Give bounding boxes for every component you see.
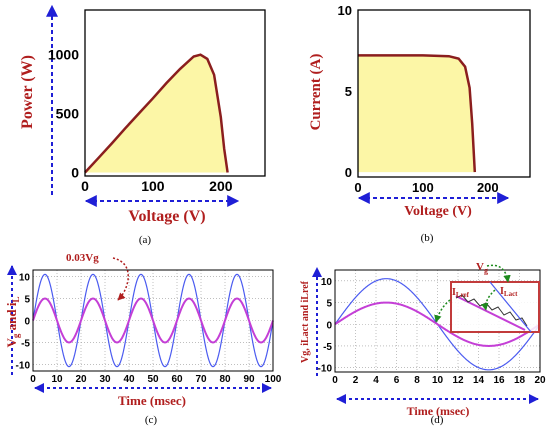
- d-annot-ilref: ILref: [452, 287, 470, 299]
- c-x-tick-2: 20: [75, 374, 87, 385]
- b-x-tick-0: 0: [354, 180, 361, 195]
- d-x-tick-7: 14: [473, 375, 485, 386]
- a-x-tick-0: 0: [81, 178, 89, 194]
- b-x-tick-2: 200: [477, 180, 499, 195]
- d-x-axis-label: Time (msec): [407, 404, 470, 418]
- d-y-tick-1: -5: [323, 342, 332, 353]
- d-annot-vg-sub: g: [484, 266, 488, 275]
- c-ylabel-sub-g: g: [11, 333, 21, 338]
- c-plot-border: [32, 269, 274, 372]
- c-x-tick-3: 30: [99, 374, 111, 385]
- b-x-tick-1: 100: [412, 180, 434, 195]
- d-annot-vg-main: V: [476, 261, 484, 273]
- d-annot-ilact-main: I: [500, 286, 504, 297]
- b-y-tick-0: 0: [345, 165, 352, 180]
- d-annot-vg: Vg: [476, 261, 488, 275]
- c-panel-label: (c): [145, 414, 158, 426]
- a-y-tick-0: 0: [71, 164, 79, 180]
- a-y-axis-label: Power (W): [19, 55, 36, 129]
- c-x-tick-0: 0: [30, 374, 36, 385]
- c-ylabel-sub-l: L: [11, 297, 21, 303]
- d-ilref-arrow: [434, 299, 451, 323]
- a-x-tick-2: 200: [209, 178, 233, 194]
- d-y-tick-4: 10: [321, 277, 333, 288]
- c-y-axis-label: Vg and iL: [4, 297, 21, 348]
- d-series-il: [334, 301, 541, 347]
- b-x-axis-label: Voltage (V): [404, 204, 472, 219]
- a-y-tick-1: 500: [56, 106, 80, 122]
- d-x-tick-5: 10: [432, 375, 444, 386]
- d-inset: [450, 281, 540, 333]
- panel-d-vg-il-zoom: 0 2 4 6 8 10 12 14 16 18 20 -10 -5 0 5 10 Vg, iLact and…: [300, 261, 546, 426]
- c-y-tick-1: -5: [21, 338, 30, 349]
- d-y-axis-label: Vg, iLact and iLref: [300, 280, 311, 363]
- a-panel-label: (a): [139, 234, 152, 246]
- b-curve: [358, 54, 477, 173]
- c-y-tick-3: 5: [24, 295, 30, 306]
- d-x-tick-2: 4: [373, 375, 379, 386]
- b-plot-frame: [357, 9, 531, 178]
- d-annot-ilact-sub: Lact: [504, 290, 518, 298]
- b-y-tick-2: 10: [338, 3, 352, 18]
- d-x-tick-1: 2: [353, 375, 359, 386]
- a-curve: [84, 53, 229, 174]
- d-annot-ilact: ILact: [500, 286, 518, 298]
- d-ilact-arrow: [481, 289, 496, 311]
- d-x-tick-9: 18: [514, 375, 526, 386]
- d-x-tick-8: 16: [493, 375, 505, 386]
- d-panel-label: (d): [431, 414, 444, 426]
- a-x-axis-label: Voltage (V): [128, 208, 205, 225]
- d-annot-ilref-sub: Lref: [456, 291, 470, 299]
- c-x-tick-10: 100: [265, 374, 282, 385]
- a-x-tick-1: 100: [141, 178, 165, 194]
- c-ylabel-and-i: and i: [4, 302, 19, 333]
- d-annot-ilref-main: I: [452, 287, 456, 298]
- b-y-tick-1: 5: [345, 84, 352, 99]
- b-y-axis-label: Current (A): [308, 54, 324, 131]
- d-inset-vg-line: [489, 281, 532, 333]
- c-x-tick-7: 70: [195, 374, 207, 385]
- c-annotation: 0.03Vg: [66, 252, 99, 264]
- c-x-tick-5: 50: [147, 374, 159, 385]
- c-x-tick-4: 40: [123, 374, 135, 385]
- d-x-tick-6: 12: [452, 375, 464, 386]
- d-y-tick-2: 0: [326, 320, 332, 331]
- c-ylabel-v: V: [4, 337, 19, 347]
- c-y-tick-4: 10: [19, 273, 31, 284]
- d-x-tick-3: 6: [394, 375, 400, 386]
- a-y-tick-2: 1000: [48, 47, 79, 63]
- panel-b-current-voltage: 0 100 200 0 5 10 Current (A) Voltage (V) (b): [308, 3, 531, 244]
- c-y-tick-2: 0: [24, 317, 30, 328]
- c-y-tick-0: -10: [16, 360, 31, 371]
- d-x-tick-4: 8: [414, 375, 420, 386]
- c-x-tick-1: 10: [51, 374, 63, 385]
- d-x-tick-10: 20: [534, 375, 546, 386]
- panel-c-vg-il: 0 10 20 30 40 50 60 70 80 90 100 -10 -5 0 5 10 Vg and i…: [4, 252, 282, 426]
- b-area-fill: [358, 55, 475, 173]
- c-x-tick-9: 90: [243, 374, 255, 385]
- panel-a-power-voltage: 0 100 200 0 500 1000 Power (W) Voltage (V) (a…: [19, 4, 266, 246]
- d-y-tick-3: 5: [326, 299, 332, 310]
- a-plot-frame: [84, 9, 266, 177]
- c-series-il: [32, 297, 274, 344]
- c-x-tick-6: 60: [171, 374, 183, 385]
- a-area-fill: [85, 54, 228, 173]
- c-annotation-arrow: [112, 257, 129, 301]
- d-y-tick-0: -10: [318, 364, 333, 375]
- b-panel-label: (b): [421, 232, 434, 244]
- d-inset-act-line: [455, 294, 528, 327]
- c-x-axis-label: Time (msec): [118, 393, 186, 408]
- c-x-tick-8: 80: [219, 374, 231, 385]
- d-x-tick-0: 0: [332, 375, 338, 386]
